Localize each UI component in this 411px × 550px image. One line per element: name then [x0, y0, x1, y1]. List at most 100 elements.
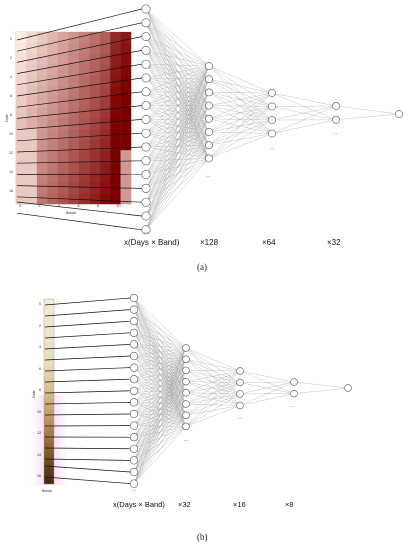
heatmap-cell — [120, 42, 132, 54]
hidden-edge — [133, 381, 187, 484]
heatmap-xlabel-b: Bands — [42, 489, 53, 493]
heatmap-cell — [26, 75, 38, 86]
heatmap-cell — [78, 193, 90, 205]
hidden-edge — [145, 65, 210, 175]
heatmap-cell — [26, 150, 38, 162]
heatmap-cell — [47, 96, 59, 108]
hidden-edge — [145, 118, 210, 120]
hidden-edge — [145, 105, 210, 230]
layer2-size-b: ×16 — [233, 500, 246, 509]
heatmap-a-ytick: 2 — [10, 56, 12, 60]
hidden-edge — [239, 381, 295, 395]
heatmap-cell — [57, 150, 69, 162]
hidden-edge — [145, 92, 210, 230]
heatmap-cell — [26, 193, 38, 205]
hidden-edge — [133, 390, 187, 405]
hidden-edge — [133, 403, 187, 484]
heatmap-cell — [110, 161, 121, 172]
hidden-edge — [145, 131, 210, 189]
hidden-edge — [133, 367, 187, 405]
hidden-edge — [145, 65, 210, 161]
hidden-edge — [145, 64, 210, 106]
heatmap-cell — [68, 161, 79, 172]
hidden-edge — [145, 64, 210, 159]
hidden1-neuron — [182, 389, 190, 397]
hidden-edge — [145, 22, 210, 146]
heatmap-b-ytick: 14 — [37, 452, 41, 457]
layer1-size-b: ×32 — [178, 500, 191, 509]
hidden-edge — [145, 36, 210, 133]
heatmap-cell — [89, 161, 100, 172]
hidden1-neuron — [182, 400, 190, 408]
heatmap-cell — [47, 161, 59, 172]
heatmap-a — [15, 31, 132, 205]
hidden-edge — [133, 355, 187, 382]
heatmap-cell — [89, 182, 100, 194]
hidden-edge — [133, 347, 187, 484]
hidden-edge — [185, 370, 241, 372]
heatmap-cell — [26, 139, 38, 151]
input-neuron — [141, 128, 151, 138]
heatmap-cell — [26, 128, 38, 140]
input-neuron — [129, 305, 139, 314]
heatmap-cell — [26, 182, 38, 194]
hidden-edge — [208, 92, 273, 94]
heatmap-b-ytick: 2 — [39, 323, 41, 328]
input-neuron — [129, 433, 139, 442]
hidden1-neuron — [182, 355, 190, 363]
hidden-edge — [133, 390, 187, 427]
hidden-edge — [145, 105, 210, 159]
ellipsis-l2-a: ... — [270, 145, 275, 151]
hidden1-neuron — [182, 344, 190, 352]
hidden-edge — [185, 370, 241, 393]
input-neuron — [129, 351, 139, 361]
heatmap-cell — [99, 107, 111, 119]
input-edge — [44, 447, 131, 450]
heatmap-cell — [78, 139, 90, 151]
hidden-edge — [133, 332, 187, 382]
heatmap-cell — [57, 85, 69, 97]
input-edges-a — [16, 8, 142, 231]
hidden2-neuron — [268, 102, 276, 111]
hidden-edge — [133, 381, 187, 403]
heatmap-cell — [68, 75, 79, 86]
hidden-edge — [145, 22, 210, 67]
heatmap-cell — [16, 171, 27, 183]
heatmap-cell — [26, 32, 38, 43]
heatmap-cell — [110, 107, 121, 119]
hidden-edge — [133, 403, 187, 415]
hidden-edge — [293, 387, 349, 394]
heatmap-cell — [16, 161, 27, 172]
heatmap-cell — [99, 171, 111, 183]
hidden2-neuron — [236, 367, 244, 375]
hidden1-neuron — [205, 62, 213, 70]
input-edge — [16, 22, 142, 52]
heatmap-cell — [47, 75, 59, 86]
heatmap-cell — [78, 107, 90, 119]
hidden-edge — [145, 79, 210, 120]
hidden-edge — [133, 347, 187, 403]
hidden-edge — [133, 367, 187, 416]
heatmap-cell — [57, 161, 69, 172]
heatmap-cell — [89, 32, 100, 43]
heatmap-cell — [120, 118, 132, 129]
hidden1-neuron — [205, 75, 213, 84]
hidden-edge — [133, 359, 187, 484]
input-neuron — [141, 32, 151, 42]
output-neuron — [344, 384, 352, 392]
hidden1-neuron — [205, 101, 213, 110]
hidden-edge — [145, 65, 210, 230]
hidden-edge — [145, 8, 210, 93]
heatmap-cell — [47, 171, 59, 183]
input-neuron — [141, 225, 151, 235]
hidden-edge — [145, 50, 210, 67]
hidden-edge — [133, 347, 187, 438]
heatmap-cell — [110, 193, 121, 205]
input-neuron — [129, 456, 139, 465]
panel-label-a: (a) — [197, 262, 207, 272]
hidden2-neuron — [268, 129, 276, 138]
heatmap-b-ytick: 6 — [39, 366, 41, 371]
hidden-edge — [208, 92, 273, 146]
hidden-edge — [145, 50, 210, 106]
